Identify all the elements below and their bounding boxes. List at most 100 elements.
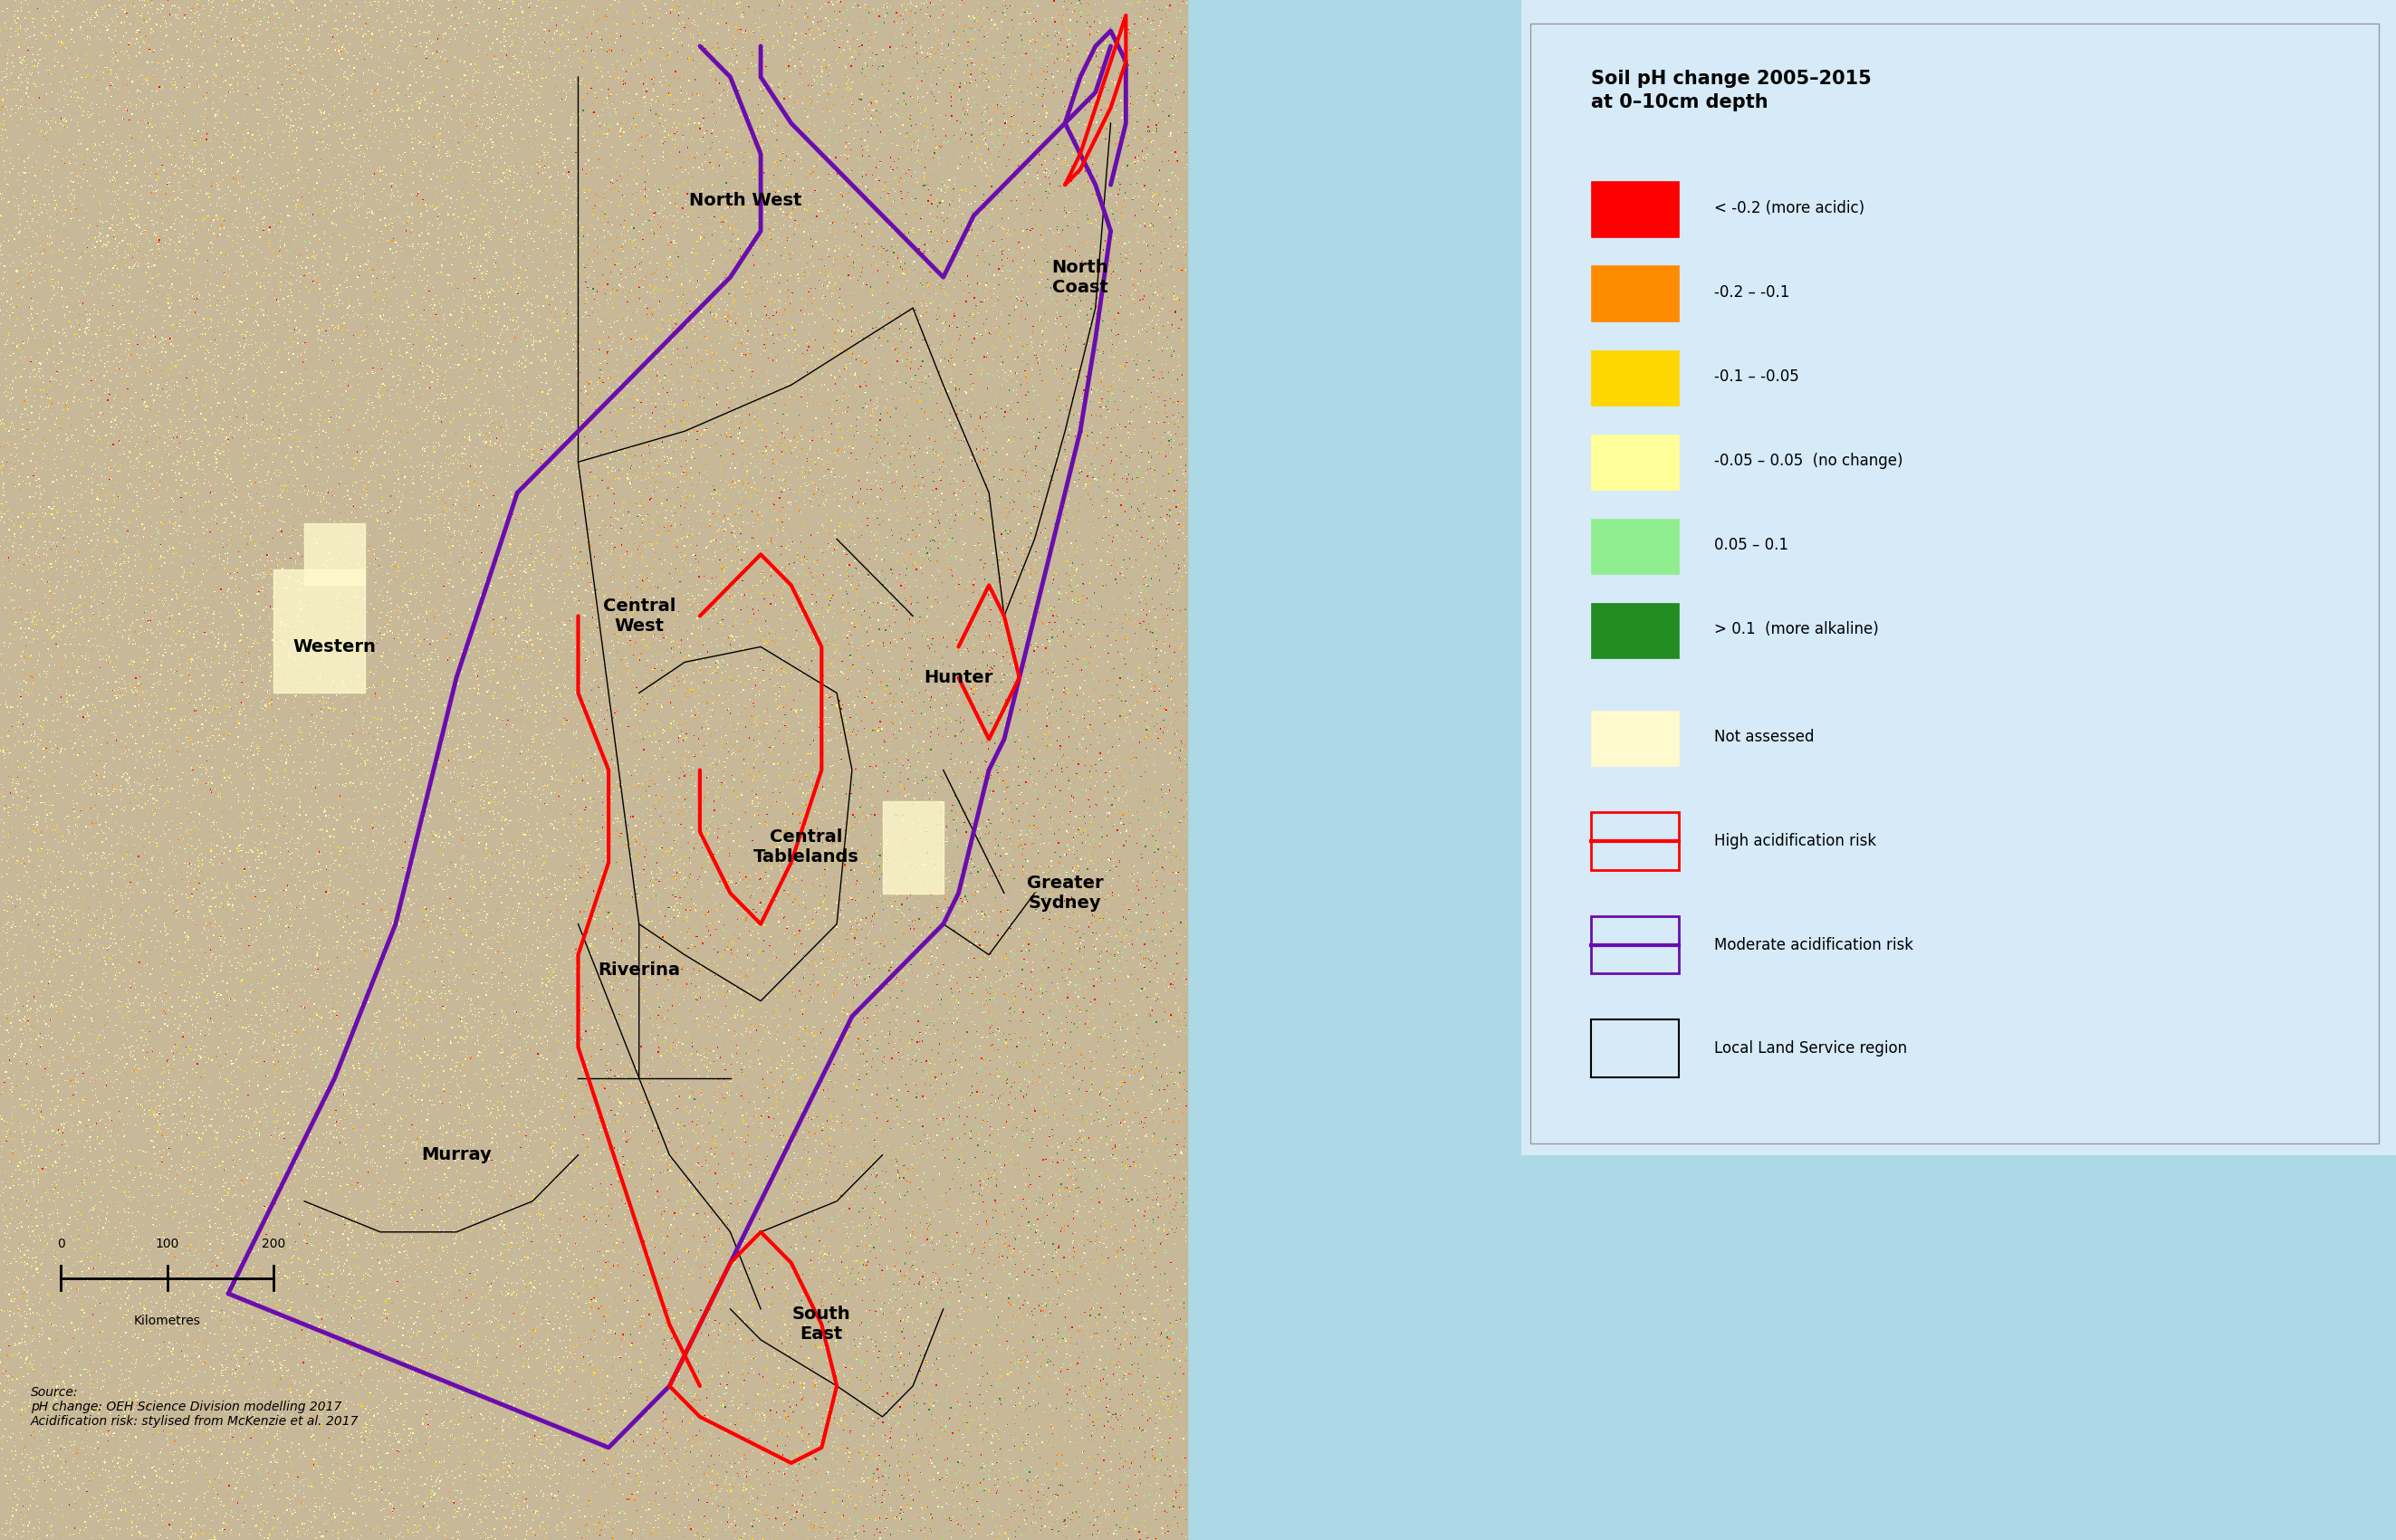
Point xyxy=(795,1525,834,1540)
Point xyxy=(252,114,290,139)
Point xyxy=(134,918,173,942)
Point xyxy=(915,856,954,881)
Point xyxy=(858,1378,896,1403)
Point xyxy=(177,656,216,681)
Point xyxy=(1011,1455,1049,1480)
Point xyxy=(860,425,898,450)
Point xyxy=(1042,779,1081,804)
Point xyxy=(19,1047,58,1072)
Point xyxy=(405,471,443,496)
Point xyxy=(721,633,760,658)
Point xyxy=(760,604,798,628)
Point xyxy=(1002,1289,1040,1314)
Point xyxy=(333,17,371,42)
Point xyxy=(398,699,436,724)
Point xyxy=(347,132,386,157)
Point xyxy=(479,516,518,541)
Point xyxy=(1033,678,1071,702)
Point xyxy=(733,192,772,217)
Point xyxy=(36,1170,74,1195)
Point xyxy=(230,186,268,211)
Point xyxy=(733,302,772,326)
Point xyxy=(1160,636,1198,661)
Point xyxy=(173,1286,211,1311)
Point xyxy=(1004,1100,1042,1124)
Point xyxy=(882,348,920,373)
Point xyxy=(613,51,652,75)
Point xyxy=(527,969,565,993)
Point xyxy=(1047,485,1085,510)
Point xyxy=(913,996,951,1021)
Point xyxy=(680,323,719,348)
Point xyxy=(657,217,695,242)
Point xyxy=(827,485,865,510)
Point xyxy=(400,52,438,77)
Point xyxy=(1157,1184,1196,1209)
Point xyxy=(968,671,1006,696)
Point xyxy=(980,216,1018,240)
Point xyxy=(417,1480,455,1505)
Point xyxy=(0,1043,29,1067)
Point xyxy=(1045,0,1083,20)
Point xyxy=(829,12,867,37)
Point xyxy=(522,865,561,890)
Point xyxy=(604,865,642,890)
Point xyxy=(688,884,726,909)
Point xyxy=(692,89,731,114)
Point xyxy=(774,796,812,821)
Point xyxy=(819,257,858,282)
Point xyxy=(580,1515,618,1540)
Point xyxy=(678,1130,716,1155)
Point xyxy=(568,762,606,787)
Point xyxy=(678,1178,716,1203)
Point xyxy=(1030,348,1069,373)
Point xyxy=(412,1406,450,1431)
Point xyxy=(443,5,482,29)
Point xyxy=(62,23,101,48)
Point xyxy=(963,1177,1002,1201)
Point xyxy=(743,440,781,465)
Point xyxy=(1107,1029,1145,1053)
Point xyxy=(628,548,666,573)
Point xyxy=(369,1420,407,1445)
Point xyxy=(764,431,803,456)
Point xyxy=(863,1269,901,1294)
Point xyxy=(736,159,774,183)
Point xyxy=(1100,562,1138,587)
Point xyxy=(573,17,611,42)
Point xyxy=(628,875,666,899)
Point xyxy=(161,0,199,23)
Point xyxy=(966,497,1004,522)
Point xyxy=(419,946,458,970)
Point xyxy=(115,619,153,644)
Point xyxy=(843,100,882,125)
Point xyxy=(719,377,757,402)
Point xyxy=(201,1458,240,1483)
Point xyxy=(1025,233,1064,257)
Point xyxy=(520,1116,558,1141)
Point xyxy=(580,1358,618,1383)
Point xyxy=(1129,1286,1167,1311)
Point xyxy=(774,1491,812,1515)
Point xyxy=(692,565,731,590)
Point xyxy=(824,1163,863,1187)
Point xyxy=(1112,747,1150,772)
Point xyxy=(728,1210,767,1235)
Point xyxy=(1042,779,1081,804)
Point xyxy=(101,825,139,850)
Point xyxy=(1066,668,1105,693)
Point xyxy=(1105,1006,1143,1030)
Point xyxy=(1061,939,1100,964)
Point xyxy=(1167,1446,1205,1471)
Point xyxy=(659,1029,697,1053)
Point xyxy=(46,525,84,550)
Point xyxy=(0,94,22,119)
Point xyxy=(343,445,381,470)
Point xyxy=(225,696,264,721)
Point xyxy=(103,1046,141,1070)
Point xyxy=(290,1348,328,1372)
Point xyxy=(417,1489,455,1514)
Point xyxy=(793,237,831,262)
Point xyxy=(50,813,89,838)
Point xyxy=(585,479,623,504)
